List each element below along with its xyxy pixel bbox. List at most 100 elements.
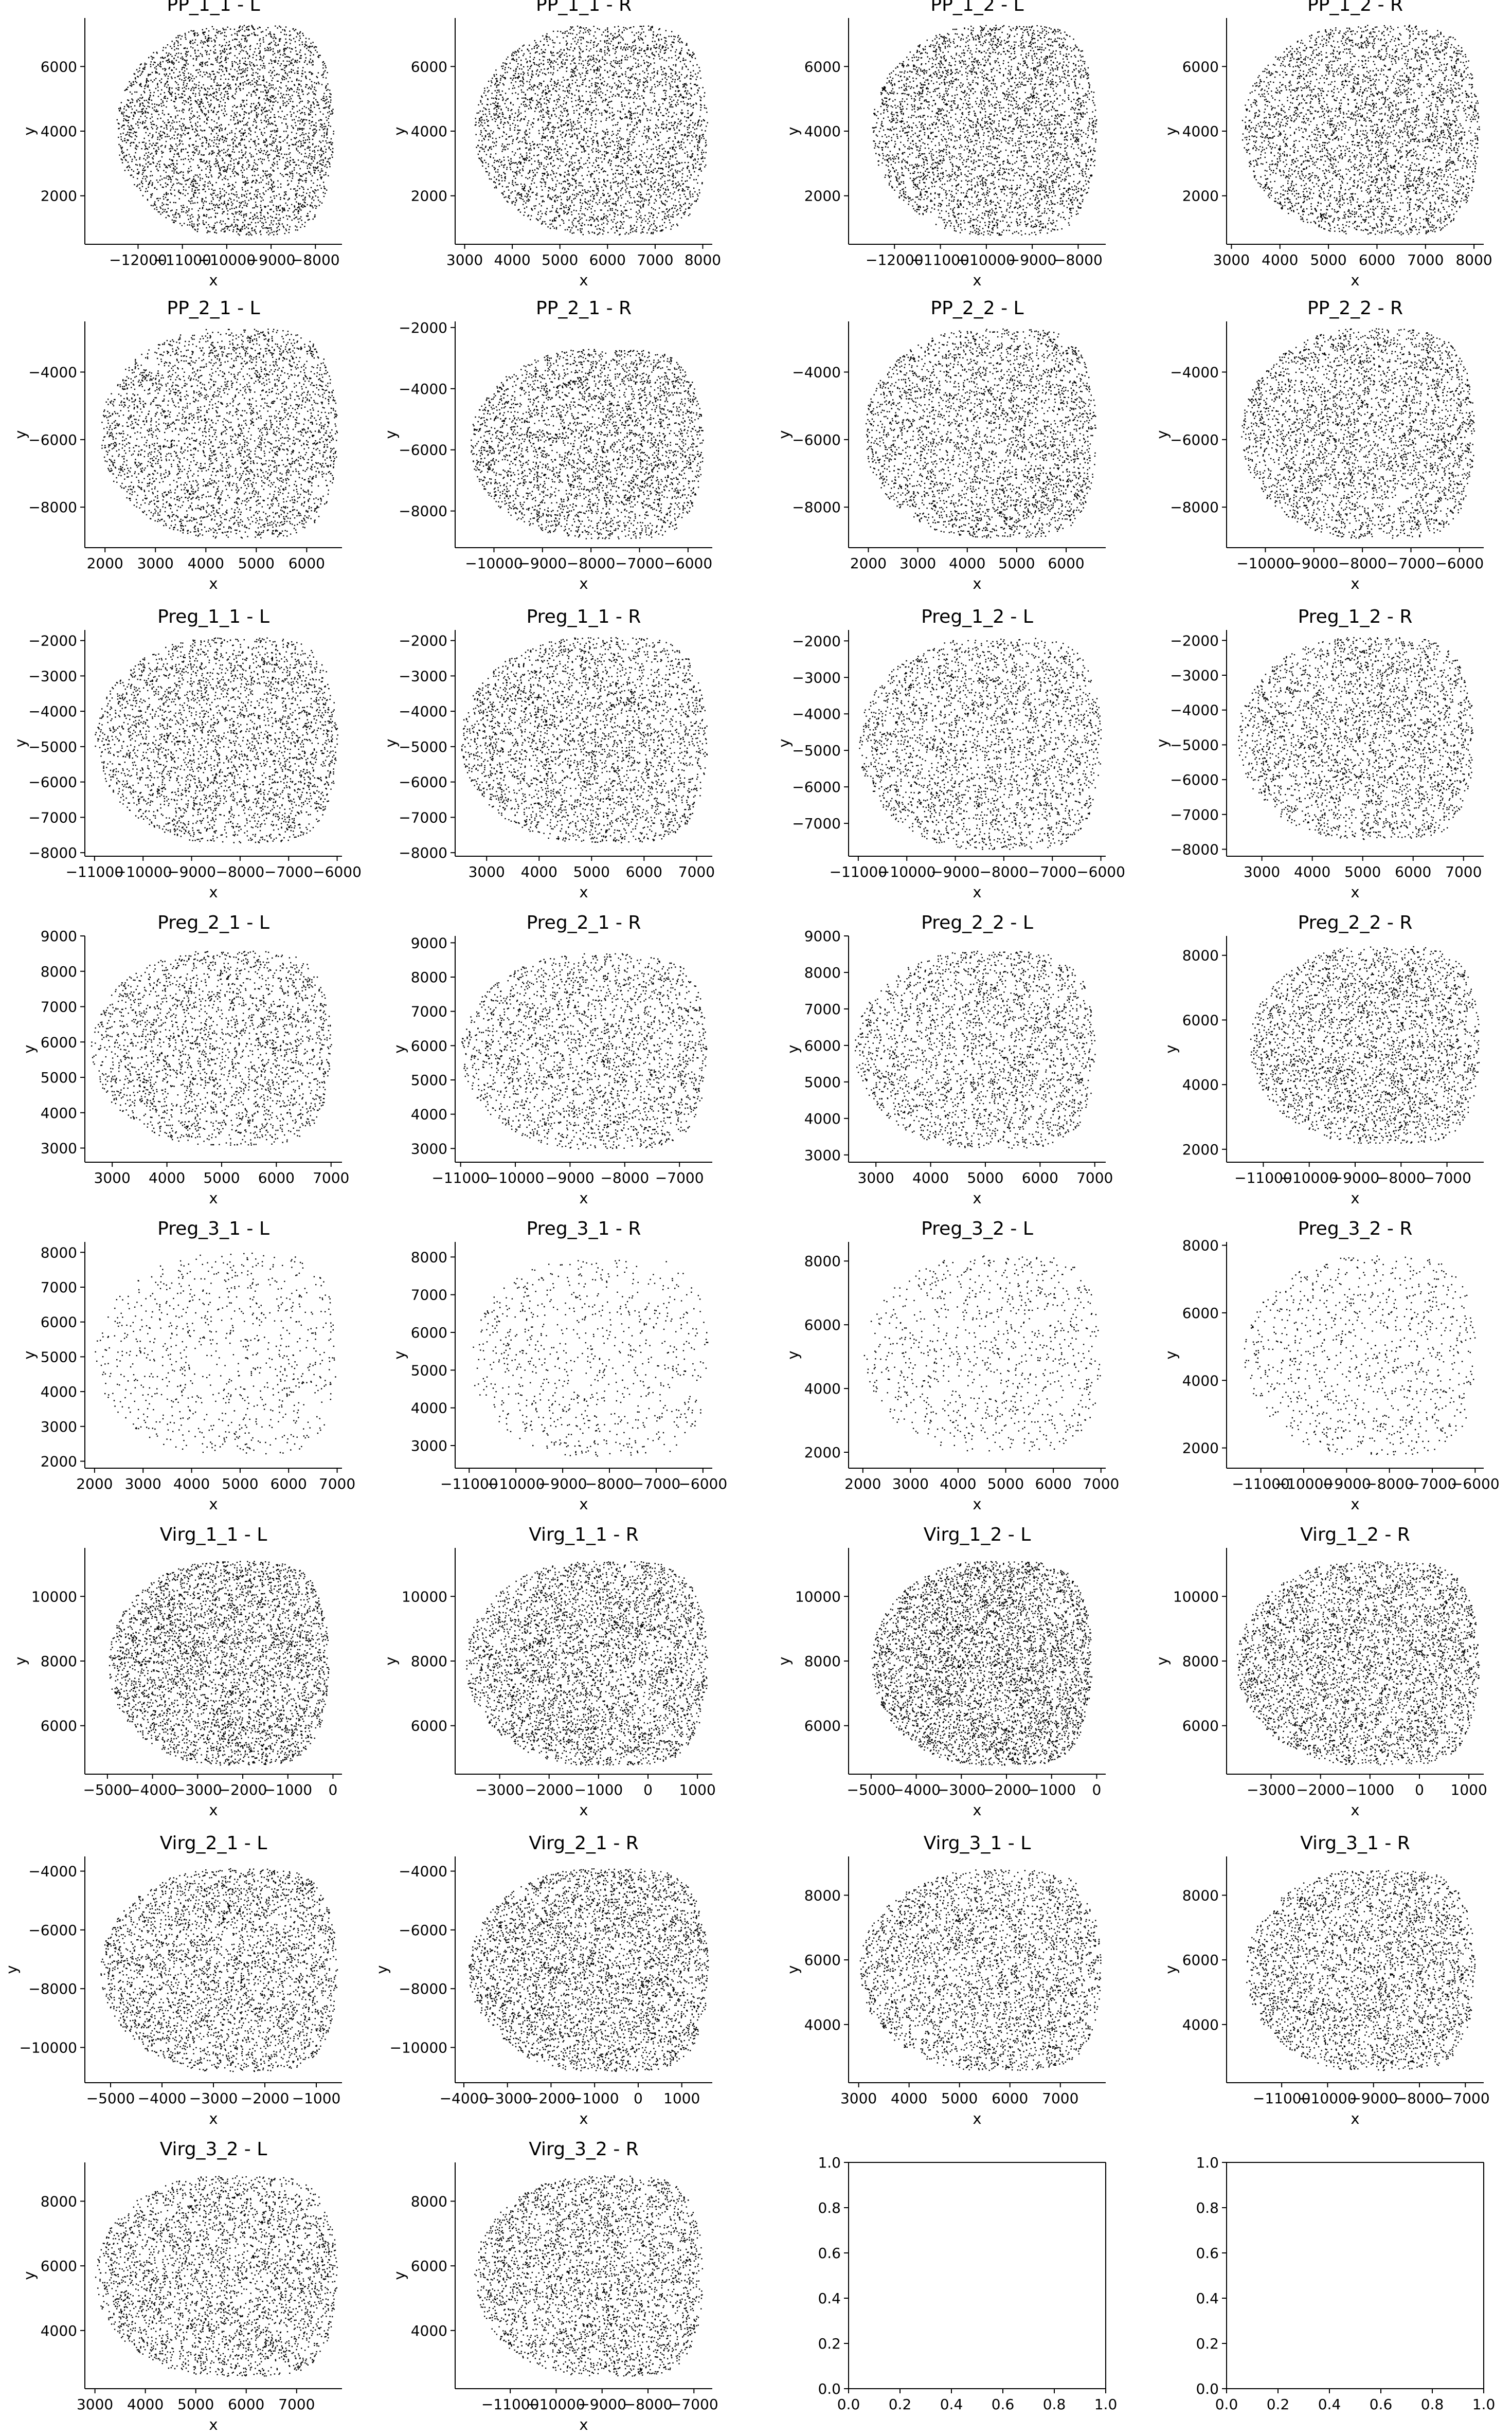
y-tick-label: 10000 xyxy=(402,1588,447,1605)
y-tick-label: 6000 xyxy=(1182,1012,1219,1028)
subplot-title: PP_2_2 - L xyxy=(930,298,1023,319)
y-tick-label: 10000 xyxy=(795,1588,841,1605)
x-axis-label: x xyxy=(209,575,218,592)
y-tick-label: −2000 xyxy=(792,633,841,649)
x-axis-label: x xyxy=(1351,2110,1359,2127)
y-tick-label: 2000 xyxy=(411,188,447,205)
x-tick-label: −11000 xyxy=(1232,1475,1290,1492)
y-tick-label: −8000 xyxy=(1170,841,1219,858)
y-tick-label: 7000 xyxy=(804,1001,841,1018)
subplot-title: Virg_3_2 - R xyxy=(529,2139,639,2160)
y-axis-label: y xyxy=(12,738,29,747)
y-tick-label: 4000 xyxy=(411,2322,447,2339)
y-tick-label: 4000 xyxy=(804,1110,841,1127)
x-tick-label: −8000 xyxy=(216,863,265,880)
x-tick-label: −7000 xyxy=(1408,1475,1457,1492)
y-axis-label: y xyxy=(1162,1350,1180,1359)
x-tick-label: −10000 xyxy=(958,251,1016,268)
x-tick-label: −10000 xyxy=(114,863,172,880)
y-axis-label: y xyxy=(784,1044,802,1053)
subplot-11: −11000−10000−9000 −8000 −7000 −6000−7000−60… xyxy=(776,606,1125,901)
subplot-23: −5000−4000−3000−2000−1000 0 6000 8000 10000 V… xyxy=(776,1524,1106,1819)
x-tick-label: −11000 xyxy=(911,251,969,268)
y-tick-label: 2000 xyxy=(1182,1440,1219,1457)
x-tick-label: −7000 xyxy=(670,2396,718,2413)
y-tick-label: 6000 xyxy=(411,1718,447,1735)
x-tick-label: 6000 xyxy=(992,2090,1028,2107)
x-axis-label: x xyxy=(973,2110,981,2127)
x-tick-label: 1000 xyxy=(1451,1781,1487,1798)
y-tick-label: 4000 xyxy=(1182,2016,1219,2033)
subplot-19: 2000 3000 4000 5000 6000 7000 2000 4000 6000 8000… xyxy=(784,1218,1119,1513)
scatter-points xyxy=(474,25,708,236)
x-tick-label: −12000 xyxy=(109,251,167,268)
x-tick-label: −11000 xyxy=(481,2396,539,2413)
subplot-10: 3000 4000 5000 6000 7000 −8000 −7000 −6000 −5000… xyxy=(382,606,715,901)
y-tick-label: −4000 xyxy=(1170,364,1219,381)
y-tick-label: 0.4 xyxy=(818,2290,841,2307)
x-axis-label: x xyxy=(973,272,981,289)
y-tick-label: 6000 xyxy=(804,1718,841,1735)
y-tick-label: −5000 xyxy=(399,738,447,755)
x-tick-label: −9000 xyxy=(1289,555,1338,572)
x-tick-label: −3000 xyxy=(937,1781,986,1798)
y-tick-label: −7000 xyxy=(792,815,841,832)
x-axis-label: x xyxy=(579,2110,588,2127)
subplot-20: −11000−10000−9000−8000−7000−6000 2000 4000… xyxy=(1162,1218,1500,1513)
y-tick-label: 6000 xyxy=(411,58,447,75)
x-tick-label: −7000 xyxy=(632,1475,681,1492)
y-tick-label: −2000 xyxy=(28,633,77,649)
x-axis-label: x xyxy=(579,272,588,289)
x-tick-label: 3000 xyxy=(840,2090,877,2107)
x-tick-label: 5000 xyxy=(941,2090,978,2107)
y-tick-label: −4000 xyxy=(1170,702,1219,719)
y-tick-label: 2000 xyxy=(804,188,841,205)
subplot-26: −4000−3000−2000−1000 0 1000−10000−8000−600… xyxy=(373,1833,712,2127)
y-tick-label: 4000 xyxy=(804,2016,841,2033)
subplot-title: Preg_2_2 - R xyxy=(1298,912,1413,933)
y-tick-label: −6000 xyxy=(399,1922,447,1939)
subplot-14: −11000−10000 −9000 −8000 −7000 3000 4000 5000 6… xyxy=(391,912,712,1207)
x-tick-label: −10000 xyxy=(1299,2090,1357,2107)
y-tick-label: 6000 xyxy=(804,58,841,75)
y-tick-label: −10000 xyxy=(389,2039,447,2056)
x-tick-label: −5000 xyxy=(83,1781,132,1798)
x-axis-label: x xyxy=(1351,272,1359,289)
x-tick-label: −1000 xyxy=(574,1781,623,1798)
x-tick-label: 0.8 xyxy=(1421,2396,1444,2413)
y-tick-label: −6000 xyxy=(28,431,77,448)
y-tick-label: 5000 xyxy=(41,1069,77,1086)
x-tick-label: −11000 xyxy=(66,863,124,880)
y-tick-label: −7000 xyxy=(399,809,447,826)
y-tick-label: −6000 xyxy=(28,774,77,791)
y-tick-label: −2000 xyxy=(1170,632,1219,649)
y-tick-label: −4000 xyxy=(28,703,77,720)
y-tick-label: −2000 xyxy=(399,319,447,336)
y-tick-label: 8000 xyxy=(411,1653,447,1670)
x-tick-label: 4000 xyxy=(494,251,530,268)
x-tick-label: −6000 xyxy=(678,1475,727,1492)
subplot-title: Virg_1_2 - L xyxy=(924,1524,1031,1545)
x-tick-label: −8000 xyxy=(585,1475,634,1492)
x-tick-label: 3000 xyxy=(1213,251,1250,268)
y-tick-label: −4000 xyxy=(792,364,841,381)
y-tick-label: −5000 xyxy=(1170,736,1219,753)
x-tick-label: −11000 xyxy=(1234,1169,1292,1186)
y-tick-label: −4000 xyxy=(792,706,841,723)
x-tick-label: −4000 xyxy=(138,2090,187,2107)
y-tick-label: −8000 xyxy=(399,844,447,861)
subplot-title: PP_2_2 - R xyxy=(1307,298,1403,319)
scatter-points xyxy=(866,328,1096,538)
y-axis-label: y xyxy=(784,1965,802,1974)
y-axis-label: y xyxy=(1162,1965,1180,1974)
subplot-title: Preg_3_1 - L xyxy=(157,1218,269,1239)
y-tick-label: −6000 xyxy=(1170,431,1219,448)
x-tick-label: 4000 xyxy=(188,555,224,572)
y-tick-label: −6000 xyxy=(792,431,841,448)
y-tick-label: 4000 xyxy=(41,123,77,140)
x-tick-label: −3000 xyxy=(1247,1781,1295,1798)
y-tick-label: −8000 xyxy=(28,844,77,861)
y-tick-label: 8000 xyxy=(411,1249,447,1266)
y-tick-label: −2000 xyxy=(399,633,447,649)
y-tick-label: 6000 xyxy=(41,1314,77,1331)
